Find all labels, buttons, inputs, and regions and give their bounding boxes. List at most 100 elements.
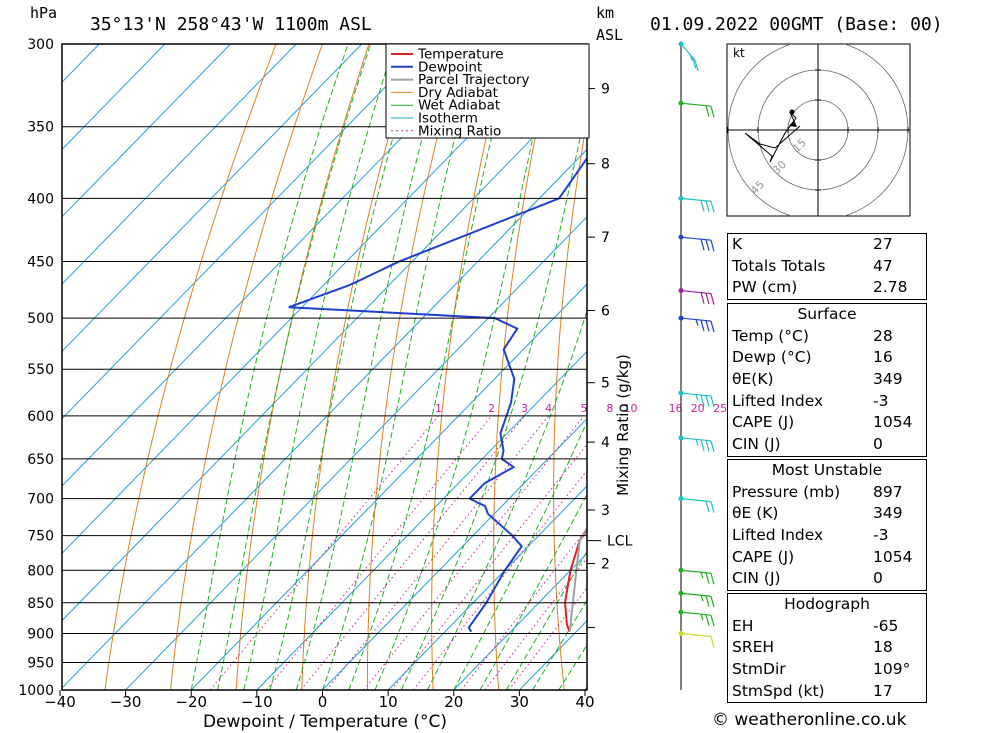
hodograph-point: [789, 109, 795, 115]
wind-barb: [678, 390, 715, 408]
km-tick-label: 6: [601, 304, 610, 320]
pressure-tick-label: 400: [27, 191, 54, 207]
km-tick-label: 4: [601, 435, 610, 451]
mixing-ratio-label: 1: [435, 402, 442, 415]
series-temperature: [563, 528, 587, 633]
table-value: -65: [873, 616, 899, 635]
asl-label: ASL: [596, 26, 623, 44]
pressure-tick-label: 800: [27, 563, 54, 579]
isotherm-line: [62, 148, 587, 689]
table-value: 897: [873, 482, 903, 501]
x-axis-label: Dewpoint / Temperature (°C): [203, 712, 447, 732]
table-row: StmDir 109°: [728, 659, 926, 681]
table-value: 28: [873, 326, 893, 345]
x-tick-label: 10: [379, 693, 398, 711]
barb-flag: [705, 572, 710, 584]
table-key: SREH: [732, 638, 775, 657]
location-title: 35°13'N 258°43'W 1100m ASL: [90, 14, 372, 35]
wet-adiabat-line: [348, 44, 515, 690]
table-key: Dewp (°C): [732, 348, 812, 367]
barb-flag: [705, 105, 710, 117]
table-row: CIN (J) 0: [728, 568, 926, 590]
barb-flag: [710, 440, 715, 452]
mixing-ratio-label: 20: [691, 402, 705, 415]
table-key: Temp (°C): [732, 326, 809, 345]
table-value: -3: [873, 391, 889, 410]
pressure-tick-label: 900: [27, 626, 54, 642]
x-tick-label: −30: [110, 693, 142, 711]
isotherm-line: [256, 350, 587, 690]
mixing-ratio-label: 25: [713, 402, 727, 415]
table-key: Pressure (mb): [732, 482, 841, 501]
mixing-ratio-line: [300, 415, 525, 690]
surface-panel: Surface Temp (°C) 28 Dewp (°C) 16 θE(K) 349 Li…: [727, 303, 927, 457]
km-tick-label: 5: [601, 376, 610, 392]
table-key: θE(K): [732, 370, 774, 389]
barb-flag: [705, 500, 710, 513]
isotherm-line: [62, 81, 587, 622]
plot-frame: [61, 43, 588, 691]
isotherm-line: [62, 44, 297, 285]
wind-barb: [678, 315, 715, 333]
isotherm-line: [62, 44, 166, 151]
dry-adiabat-line: [366, 44, 463, 690]
most-unstable-title: Most Unstable: [771, 461, 883, 479]
barb-flag: [700, 292, 705, 304]
table-row: Totals Totals 47: [728, 256, 926, 278]
table-key: StmDir: [732, 660, 786, 679]
series-dewpoint: [288, 156, 587, 633]
table-row: K 27: [728, 234, 926, 256]
table-row: θE(K) 349: [728, 369, 926, 391]
barb-flag: [710, 596, 715, 608]
table-value: 0: [873, 435, 883, 454]
hodograph-table-title: Hodograph: [784, 595, 870, 613]
pressure-tick-label: 450: [27, 255, 54, 271]
barb-half-flag: [700, 595, 704, 602]
table-row: CAPE (J) 1054: [728, 547, 926, 569]
barb-flag: [700, 394, 705, 407]
x-tick-label: 40: [575, 693, 594, 711]
barb-flag: [705, 200, 710, 213]
barb-flag: [692, 57, 697, 69]
wind-barb: [678, 234, 715, 252]
pressure-tick-label: 600: [27, 409, 54, 425]
x-tick-label: 30: [510, 693, 529, 711]
table-value: 47: [873, 256, 893, 275]
x-tick-label: −20: [175, 693, 207, 711]
mixing-ratio-label: 3: [521, 402, 528, 415]
wet-adiabat-line: [190, 44, 349, 690]
barb-flag: [705, 595, 710, 607]
mixing-ratio-label: 2: [488, 402, 495, 415]
table-key: Lifted Index: [732, 391, 824, 410]
pressure-tick-label: 650: [27, 452, 54, 468]
pressure-tick-label: 750: [27, 529, 54, 545]
table-value: 16: [873, 348, 893, 367]
wind-barb: [678, 496, 715, 513]
table-key: Lifted Index: [732, 526, 824, 545]
barb-flag: [710, 395, 715, 408]
barb-half-flag: [695, 394, 699, 401]
pressure-tick-label: 500: [27, 311, 54, 327]
mixing-ratio-axis-label: Mixing Ratio (g/kg): [614, 354, 632, 496]
barb-half-flag: [689, 54, 693, 61]
table-row: SREH 18: [728, 637, 926, 659]
barb-flag: [705, 320, 710, 332]
table-key: PW (cm): [732, 278, 798, 297]
wind-barb: [678, 567, 715, 585]
dry-adiabat-line: [493, 44, 556, 690]
barb-flag: [710, 501, 715, 513]
barb-half-flag: [695, 439, 699, 446]
barb-flag: [710, 293, 715, 305]
barb-flag: [710, 615, 715, 627]
table-key: CIN (J): [732, 569, 781, 588]
legend-item: Dry Adiabat: [418, 85, 498, 101]
table-key: Totals Totals: [732, 256, 826, 275]
table-key: CAPE (J): [732, 413, 795, 432]
indices-panel: K 27 Totals Totals 47 PW (cm) 2.78: [727, 233, 927, 300]
table-row: Temp (°C) 28: [728, 326, 926, 348]
wet-adiabat-line: [400, 103, 587, 690]
x-tick-label: −10: [241, 693, 273, 711]
hpa-label: hPa: [30, 4, 57, 22]
pressure-tick-label: 850: [27, 596, 54, 612]
